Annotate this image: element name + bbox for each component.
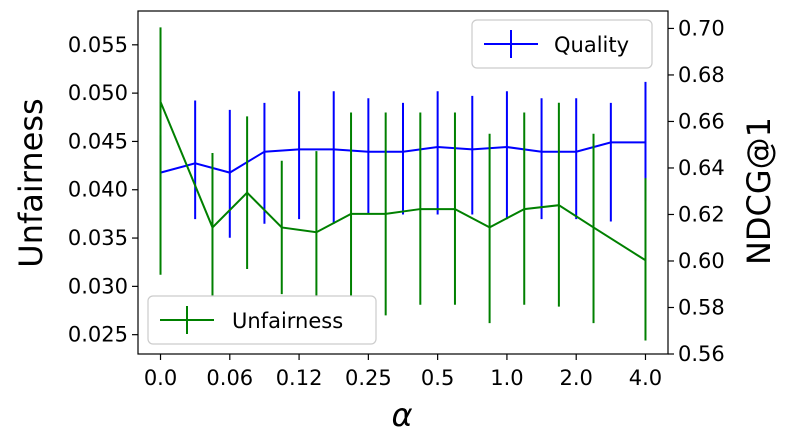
x-tick-label: 0.12: [276, 366, 323, 390]
plot-layer: [159, 27, 647, 341]
y-left-tick-label: 0.025: [68, 323, 128, 347]
x-tick-label: 0.0: [144, 366, 177, 390]
y-left-tick-label: 0.055: [68, 33, 128, 57]
y-left-tick-label: 0.035: [68, 226, 128, 250]
x-tick-label: 2.0: [559, 366, 592, 390]
y-left-tick-label: 0.050: [68, 81, 128, 105]
y-axis-left-title: Unfairness: [12, 98, 50, 267]
legend-unfairness-box: [147, 295, 377, 345]
x-tick-label: 4.0: [629, 366, 662, 390]
y-right-tick-label: 0.60: [678, 249, 725, 273]
x-axis-title: α: [391, 396, 412, 434]
unfairness-series-line: [159, 101, 647, 262]
y-axis-right-title: NDCG@1: [740, 117, 778, 265]
x-tick-label: 0.25: [345, 366, 392, 390]
y-left-tick-label: 0.030: [68, 274, 128, 298]
y-axis-right-ticks: 0.56 0.58 0.60 0.62 0.64 0.66 0.68 0.70: [668, 16, 725, 366]
x-tick-label: 0.06: [206, 366, 253, 390]
y-right-tick-label: 0.70: [678, 16, 725, 40]
plot-frame: [137, 10, 669, 355]
quality-series-line: [160, 141, 646, 174]
y-right-tick-label: 0.58: [678, 295, 725, 319]
y-right-tick-label: 0.64: [678, 156, 725, 180]
y-right-tick-label: 0.62: [678, 202, 725, 226]
y-left-tick-label: 0.045: [68, 129, 128, 153]
y-right-tick-label: 0.68: [678, 63, 725, 87]
y-left-tick-label: 0.040: [68, 178, 128, 202]
x-tick-label: 1.0: [490, 366, 523, 390]
x-tick-label: 0.5: [421, 366, 454, 390]
x-axis-ticks: 0.0 0.06 0.12 0.25 0.5 1.0 2.0 4.0: [144, 354, 662, 390]
legend-quality: Quality: [471, 19, 653, 69]
y-right-tick-label: 0.56: [678, 342, 725, 366]
legend-quality-box: [471, 19, 653, 69]
y-axis-left-ticks: 0.025 0.030 0.035 0.040 0.045 0.050 0.055: [68, 33, 138, 347]
legend-unfairness: Unfairness: [147, 295, 377, 345]
legend-unfairness-label: Unfairness: [232, 309, 343, 333]
legend-quality-label: Quality: [554, 33, 629, 57]
y-right-tick-label: 0.66: [678, 109, 725, 133]
